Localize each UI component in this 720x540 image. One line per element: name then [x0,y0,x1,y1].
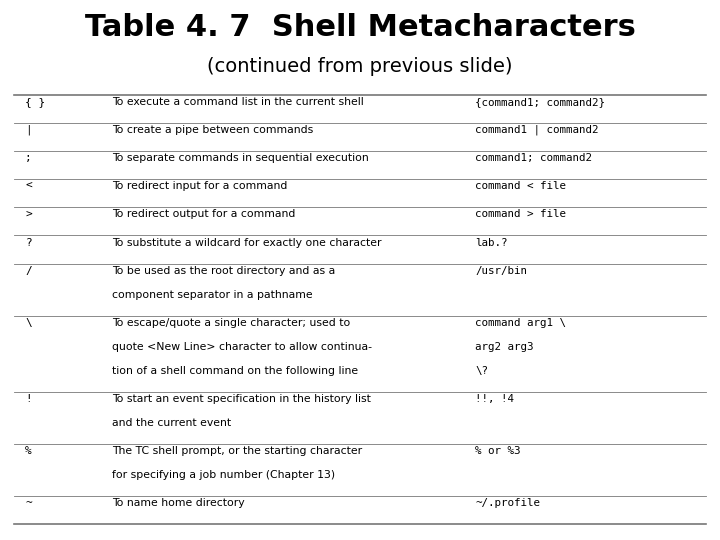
Text: ?: ? [25,238,32,247]
Text: To create a pipe between commands: To create a pipe between commands [112,125,313,135]
Text: !!, !4: !!, !4 [475,394,514,404]
Text: command > file: command > file [475,210,566,219]
Text: <: < [25,181,32,191]
Text: lab.?: lab.? [475,238,508,247]
Text: To escape/quote a single character; used to: To escape/quote a single character; used… [112,318,350,328]
Text: To separate commands in sequential execution: To separate commands in sequential execu… [112,153,369,163]
Text: % or %3: % or %3 [475,446,521,456]
Text: { }: { } [25,97,45,107]
Text: arg2 arg3: arg2 arg3 [475,342,534,352]
Text: tion of a shell command on the following line: tion of a shell command on the following… [112,366,358,375]
Text: To start an event specification in the history list: To start an event specification in the h… [112,394,371,404]
Text: and the current event: and the current event [112,417,230,428]
Text: \?: \? [475,366,488,375]
Text: To be used as the root directory and as a: To be used as the root directory and as … [112,266,335,276]
Text: ;: ; [25,153,32,163]
Text: |: | [25,125,32,136]
Text: To redirect input for a command: To redirect input for a command [112,181,287,191]
Text: !: ! [25,394,32,404]
Text: >: > [25,210,32,219]
Text: To name home directory: To name home directory [112,498,244,508]
Text: The TC shell prompt, or the starting character: The TC shell prompt, or the starting cha… [112,446,361,456]
Text: Table 4. 7  Shell Metacharacters: Table 4. 7 Shell Metacharacters [84,14,636,43]
Text: /usr/bin: /usr/bin [475,266,527,276]
Text: component separator in a pathname: component separator in a pathname [112,289,312,300]
Text: command1 | command2: command1 | command2 [475,125,599,136]
Text: quote <New Line> character to allow continua-: quote <New Line> character to allow cont… [112,342,372,352]
Text: {command1; command2}: {command1; command2} [475,97,606,107]
Text: (continued from previous slide): (continued from previous slide) [207,57,513,76]
Text: To substitute a wildcard for exactly one character: To substitute a wildcard for exactly one… [112,238,381,247]
Text: \: \ [25,318,32,328]
Text: ~: ~ [25,498,32,508]
Text: ~/.profile: ~/.profile [475,498,540,508]
Text: To execute a command list in the current shell: To execute a command list in the current… [112,97,364,107]
Text: command < file: command < file [475,181,566,191]
Text: %: % [25,446,32,456]
Text: To redirect output for a command: To redirect output for a command [112,210,295,219]
Text: command1; command2: command1; command2 [475,153,593,163]
Text: for specifying a job number (Chapter 13): for specifying a job number (Chapter 13) [112,470,335,480]
Text: command arg1 \: command arg1 \ [475,318,566,328]
Text: /: / [25,266,32,276]
